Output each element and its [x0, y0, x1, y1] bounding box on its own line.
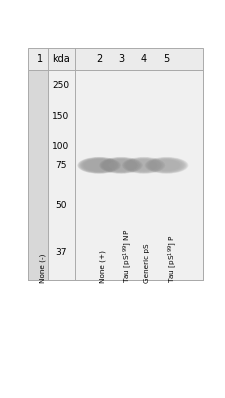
Ellipse shape: [123, 158, 163, 173]
Ellipse shape: [125, 158, 162, 173]
Ellipse shape: [124, 158, 162, 173]
Ellipse shape: [79, 158, 119, 173]
Ellipse shape: [122, 157, 164, 174]
Ellipse shape: [80, 158, 118, 173]
Ellipse shape: [80, 158, 117, 173]
Ellipse shape: [101, 158, 140, 173]
Text: Generic pS: Generic pS: [143, 243, 149, 283]
Text: None (-): None (-): [39, 254, 46, 283]
Ellipse shape: [105, 159, 136, 172]
Ellipse shape: [99, 157, 142, 174]
Text: Tau [pS$^{199}$] NP: Tau [pS$^{199}$] NP: [121, 228, 133, 283]
Ellipse shape: [81, 158, 117, 172]
Ellipse shape: [81, 158, 116, 172]
Text: 150: 150: [52, 111, 69, 121]
Bar: [28, 70, 48, 280]
Ellipse shape: [85, 160, 113, 171]
Ellipse shape: [125, 158, 161, 172]
Ellipse shape: [149, 158, 183, 172]
Ellipse shape: [106, 160, 135, 171]
Ellipse shape: [83, 159, 114, 172]
Ellipse shape: [100, 157, 141, 173]
Ellipse shape: [103, 158, 138, 172]
Ellipse shape: [148, 158, 184, 172]
Ellipse shape: [99, 157, 142, 174]
Ellipse shape: [104, 159, 137, 172]
Text: 5: 5: [163, 54, 169, 64]
Bar: [28, 48, 202, 70]
Text: 50: 50: [55, 201, 66, 210]
Text: None (+): None (+): [99, 250, 105, 283]
Ellipse shape: [145, 157, 186, 173]
Ellipse shape: [83, 159, 115, 172]
Text: kda: kda: [52, 54, 69, 64]
Ellipse shape: [122, 157, 165, 174]
Bar: [28, 70, 202, 280]
Ellipse shape: [149, 159, 182, 172]
Text: Tau [pS$^{199}$] P: Tau [pS$^{199}$] P: [166, 234, 179, 283]
Ellipse shape: [82, 159, 115, 172]
Ellipse shape: [101, 158, 140, 173]
Text: 100: 100: [52, 142, 69, 151]
Ellipse shape: [78, 157, 120, 174]
Ellipse shape: [84, 160, 113, 171]
Text: 3: 3: [117, 54, 124, 64]
Ellipse shape: [147, 158, 184, 173]
Ellipse shape: [144, 157, 188, 174]
Ellipse shape: [145, 157, 187, 174]
Text: 75: 75: [55, 161, 66, 170]
Text: 4: 4: [140, 54, 146, 64]
Text: 1: 1: [36, 54, 43, 64]
Ellipse shape: [147, 158, 185, 173]
Bar: [28, 70, 202, 280]
Ellipse shape: [123, 157, 164, 173]
Bar: [48, 70, 74, 280]
Text: 250: 250: [52, 81, 69, 90]
Ellipse shape: [126, 158, 160, 172]
Ellipse shape: [146, 158, 186, 173]
Text: 2: 2: [96, 54, 102, 64]
Ellipse shape: [105, 159, 136, 172]
Ellipse shape: [103, 158, 138, 172]
Ellipse shape: [77, 157, 121, 174]
Ellipse shape: [127, 159, 160, 172]
Ellipse shape: [102, 158, 139, 173]
Ellipse shape: [78, 157, 119, 173]
Text: 37: 37: [55, 248, 66, 257]
